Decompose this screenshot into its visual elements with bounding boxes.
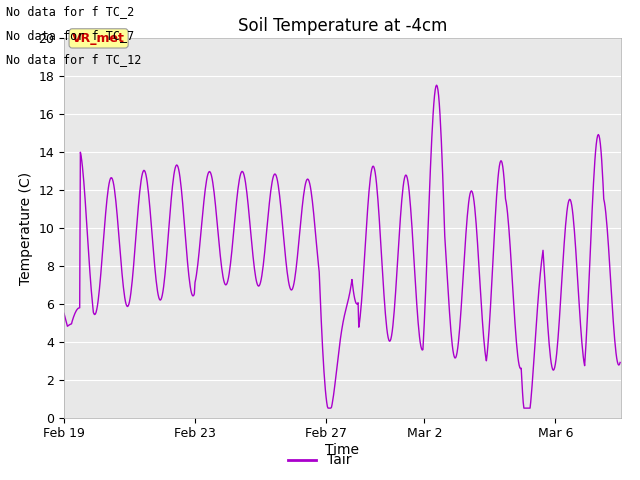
Title: Soil Temperature at -4cm: Soil Temperature at -4cm [237,17,447,36]
Text: No data for f TC_12: No data for f TC_12 [6,53,142,66]
X-axis label: Time: Time [325,443,360,457]
Legend: Tair: Tair [283,448,357,473]
Text: VR_met: VR_met [72,32,125,45]
Text: No data for f TC_7: No data for f TC_7 [6,29,134,42]
Y-axis label: Temperature (C): Temperature (C) [19,171,33,285]
Text: No data for f TC_2: No data for f TC_2 [6,5,134,18]
